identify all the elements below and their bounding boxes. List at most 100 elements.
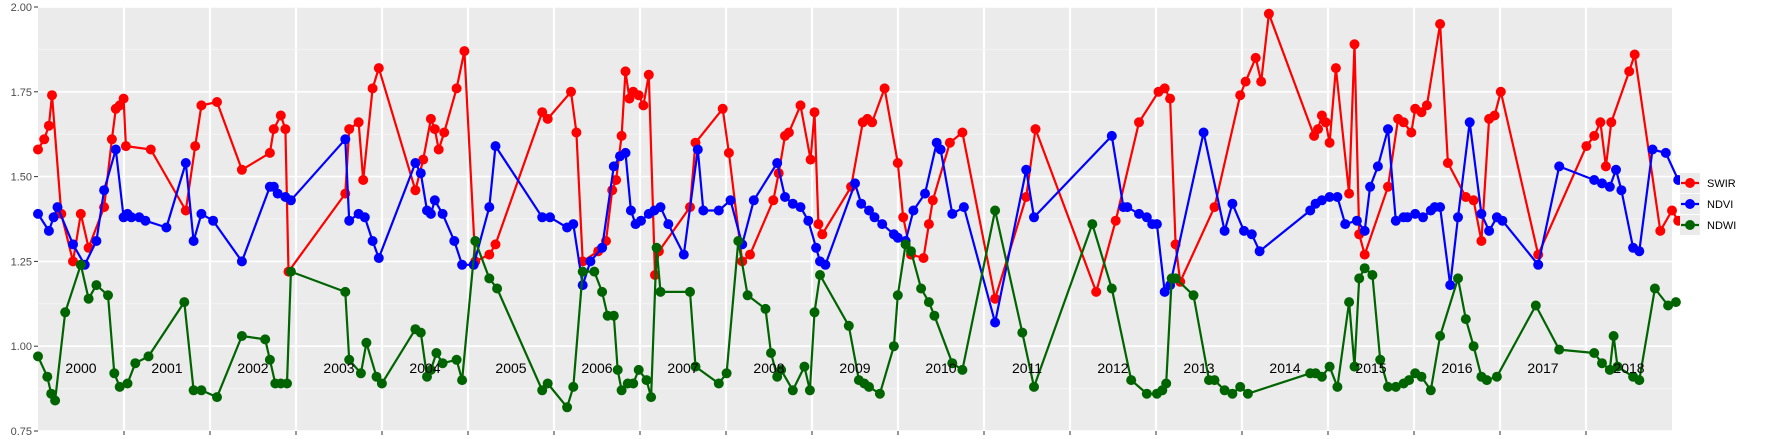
point-ndwi — [1390, 381, 1401, 392]
point-swir — [566, 86, 576, 97]
point-ndwi — [1670, 297, 1681, 308]
point-swir — [190, 141, 201, 152]
point-ndvi — [367, 236, 378, 246]
point-ndwi — [733, 236, 744, 246]
point-ndvi — [1122, 202, 1133, 213]
point-swir — [1629, 49, 1640, 60]
point-ndvi — [272, 188, 283, 199]
point-ndwi — [804, 385, 815, 396]
point-ndwi — [1106, 283, 1117, 294]
point-swir — [1383, 181, 1393, 192]
point-ndvi — [1359, 225, 1370, 236]
year-label: 2009 — [839, 360, 870, 376]
point-ndwi — [361, 337, 372, 348]
series-layer — [33, 8, 1684, 413]
point-swir — [280, 124, 291, 135]
point-swir — [717, 103, 728, 114]
point-ndwi — [608, 310, 619, 321]
point-swir — [1359, 249, 1370, 260]
point-ndvi — [1365, 181, 1376, 192]
point-ndvi — [990, 317, 1001, 328]
point-ndwi — [1554, 344, 1565, 355]
point-swir — [275, 110, 286, 121]
point-ndvi — [935, 144, 946, 155]
point-ndwi — [130, 358, 141, 369]
point-ndvi — [1316, 195, 1327, 206]
year-label: 2015 — [1355, 360, 1386, 376]
point-swir — [433, 144, 444, 155]
point-ndwi — [196, 385, 207, 396]
point-ndwi — [344, 354, 355, 365]
point-ndwi — [1349, 361, 1360, 372]
point-ndvi — [196, 208, 207, 219]
point-ndvi — [1351, 215, 1362, 226]
point-ndvi — [344, 215, 355, 226]
year-label: 2011 — [1012, 360, 1042, 376]
legend-label: SWIR — [1707, 178, 1736, 190]
point-ndvi — [1239, 225, 1249, 236]
year-label: 2000 — [65, 360, 96, 376]
point-ndwi — [236, 331, 247, 341]
legend-label: NDVI — [1707, 199, 1733, 211]
y-tick-label: 2.00 — [11, 2, 32, 14]
point-ndwi — [109, 368, 120, 379]
point-swir — [47, 90, 57, 101]
point-ndwi — [597, 286, 608, 297]
point-swir — [723, 147, 734, 158]
point-ndvi — [340, 134, 351, 145]
point-swir — [484, 249, 495, 260]
point-swir — [817, 229, 828, 240]
point-swir — [1313, 124, 1323, 135]
point-ndvi — [920, 188, 930, 199]
point-ndvi — [1246, 229, 1257, 240]
point-swir — [1655, 225, 1666, 236]
point-ndwi — [888, 341, 899, 352]
point-swir — [1165, 93, 1176, 104]
point-ndwi — [1359, 263, 1370, 274]
point-ndwi — [1087, 219, 1098, 230]
point-ndwi — [760, 303, 771, 314]
point-swir — [620, 66, 631, 77]
point-swir — [1091, 286, 1102, 297]
point-swir — [1442, 158, 1453, 168]
point-ndvi — [1597, 178, 1607, 189]
point-ndvi — [692, 144, 703, 155]
legend: SWIR NDVI NDWI — [1680, 173, 1736, 235]
point-ndvi — [236, 256, 247, 267]
point-swir — [1468, 195, 1479, 206]
point-ndvi — [864, 205, 874, 216]
point-swir — [1600, 161, 1611, 172]
year-label: 2008 — [753, 360, 784, 376]
point-ndwi — [655, 286, 666, 297]
point-ndvi — [1340, 219, 1351, 230]
point-swir — [451, 83, 462, 94]
legend-key-point — [1685, 199, 1695, 209]
point-swir — [768, 195, 779, 206]
point-swir — [616, 130, 627, 141]
year-label: 2002 — [237, 360, 268, 376]
point-ndvi — [1227, 198, 1238, 209]
point-swir — [1489, 110, 1500, 121]
point-ndwi — [83, 293, 94, 304]
point-ndwi — [285, 266, 296, 277]
point-ndvi — [1332, 192, 1343, 202]
point-ndvi — [678, 249, 689, 260]
year-label: 2012 — [1097, 360, 1128, 376]
point-ndvi — [1159, 286, 1170, 297]
point-ndwi — [179, 297, 190, 308]
point-swir — [892, 158, 903, 168]
point-swir — [537, 107, 548, 118]
point-ndvi — [545, 212, 555, 223]
point-swir — [358, 175, 369, 185]
point-ndwi — [1242, 388, 1253, 399]
point-ndvi — [457, 259, 468, 270]
point-ndwi — [957, 364, 968, 375]
point-ndwi — [376, 378, 387, 389]
point-ndwi — [612, 364, 623, 375]
point-ndwi — [451, 354, 462, 365]
point-ndwi — [864, 381, 874, 392]
point-ndvi — [625, 205, 636, 216]
point-ndvi — [713, 205, 724, 216]
point-swir — [425, 113, 436, 124]
point-ndwi — [766, 348, 776, 358]
